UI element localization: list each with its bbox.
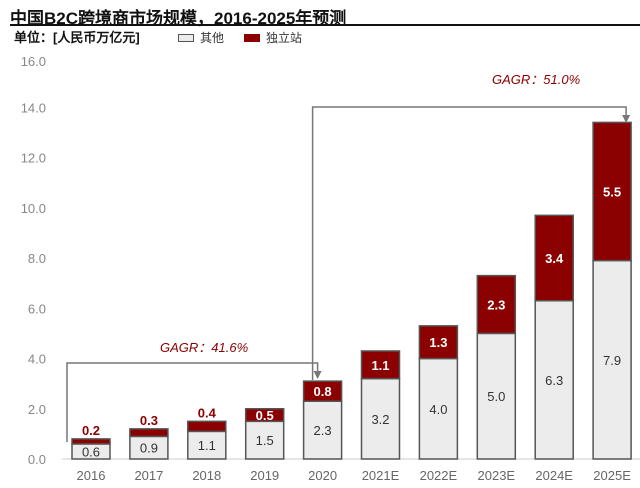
x-tick-label: 2024E bbox=[535, 468, 573, 483]
bar-other bbox=[418, 357, 459, 460]
data-label-other: 4.0 bbox=[429, 402, 447, 417]
data-label-other: 1.5 bbox=[256, 433, 274, 448]
bar-other bbox=[244, 420, 285, 460]
legend-swatch bbox=[178, 34, 194, 42]
data-label-other: 6.3 bbox=[545, 373, 563, 388]
data-label-standalone: 0.8 bbox=[314, 384, 332, 399]
arrow-head-icon bbox=[313, 371, 322, 379]
y-tick-label: 10.0 bbox=[21, 201, 46, 216]
legend-item-other: 其他 bbox=[178, 31, 224, 45]
bar-standalone bbox=[244, 408, 285, 423]
data-label-standalone: 0.2 bbox=[82, 423, 100, 438]
data-label-other: 5.0 bbox=[487, 389, 505, 404]
y-tick-label: 12.0 bbox=[21, 151, 46, 166]
data-label-standalone: 1.1 bbox=[371, 358, 389, 373]
data-label-standalone: 3.4 bbox=[545, 251, 564, 266]
data-label-standalone: 2.3 bbox=[487, 298, 505, 313]
data-label-other: 1.1 bbox=[198, 438, 216, 453]
x-tick-label: 2022E bbox=[420, 468, 458, 483]
data-label-standalone: 0.5 bbox=[256, 408, 274, 423]
x-tick-label: 2016 bbox=[77, 468, 106, 483]
data-label-other: 7.9 bbox=[603, 353, 621, 368]
legend-label: 其他 bbox=[200, 31, 225, 45]
bar-standalone bbox=[534, 214, 574, 302]
bar-other bbox=[360, 377, 401, 460]
y-tick-label: 8.0 bbox=[28, 251, 46, 266]
bar-standalone bbox=[592, 121, 632, 262]
legend-swatch bbox=[244, 34, 260, 42]
bar-standalone bbox=[476, 274, 517, 335]
data-label-standalone: 0.3 bbox=[140, 413, 158, 428]
bar-standalone bbox=[71, 438, 111, 445]
y-tick-label: 14.0 bbox=[21, 100, 46, 115]
cagr-label-1: GAGR：41.6% bbox=[160, 340, 248, 355]
y-tick-label: 0.0 bbox=[28, 452, 46, 467]
data-label-other: 0.9 bbox=[140, 441, 158, 456]
x-tick-label: 2017 bbox=[134, 468, 163, 483]
bar-other bbox=[592, 259, 632, 460]
legend-item-standalone: 独立站 bbox=[244, 31, 302, 45]
x-tick-label: 2020 bbox=[308, 468, 337, 483]
data-label-other: 3.2 bbox=[371, 412, 389, 427]
data-label-standalone: 0.4 bbox=[198, 405, 217, 420]
data-label-other: 2.3 bbox=[314, 423, 332, 438]
title-divider bbox=[10, 24, 640, 26]
x-tick-label: 2019 bbox=[250, 468, 279, 483]
y-tick-label: 2.0 bbox=[28, 402, 46, 417]
cagr-label-2: GAGR：51.0% bbox=[492, 72, 580, 87]
bar-standalone bbox=[129, 428, 169, 438]
x-tick-label: 2021E bbox=[362, 468, 400, 483]
y-tick-label: 4.0 bbox=[28, 352, 46, 367]
chart-title: 中国B2C跨境商市场规模，2016-2025年预测 bbox=[10, 9, 347, 28]
y-tick-label: 6.0 bbox=[28, 301, 46, 316]
y-tick-label: 16.0 bbox=[21, 54, 46, 69]
x-tick-label: 2018 bbox=[192, 468, 221, 483]
data-label-standalone: 5.5 bbox=[603, 184, 621, 199]
bar-standalone bbox=[360, 350, 401, 380]
data-label-other: 0.6 bbox=[82, 444, 100, 459]
legend-label: 独立站 bbox=[266, 31, 303, 45]
unit-label: 单位：[人民币万亿元] bbox=[14, 30, 140, 45]
x-tick-label: 2025E bbox=[593, 468, 631, 483]
bar-standalone bbox=[187, 420, 227, 433]
bar-standalone bbox=[418, 325, 459, 360]
data-label-standalone: 1.3 bbox=[429, 335, 447, 350]
arrow-head-icon bbox=[622, 115, 631, 123]
bar-standalone bbox=[302, 380, 343, 402]
x-tick-label: 2023E bbox=[478, 468, 516, 483]
bar-other bbox=[534, 299, 574, 460]
bar-other bbox=[302, 400, 343, 460]
cagr-bracket-1 bbox=[66, 362, 319, 442]
cagr-bracket-2 bbox=[311, 106, 627, 380]
